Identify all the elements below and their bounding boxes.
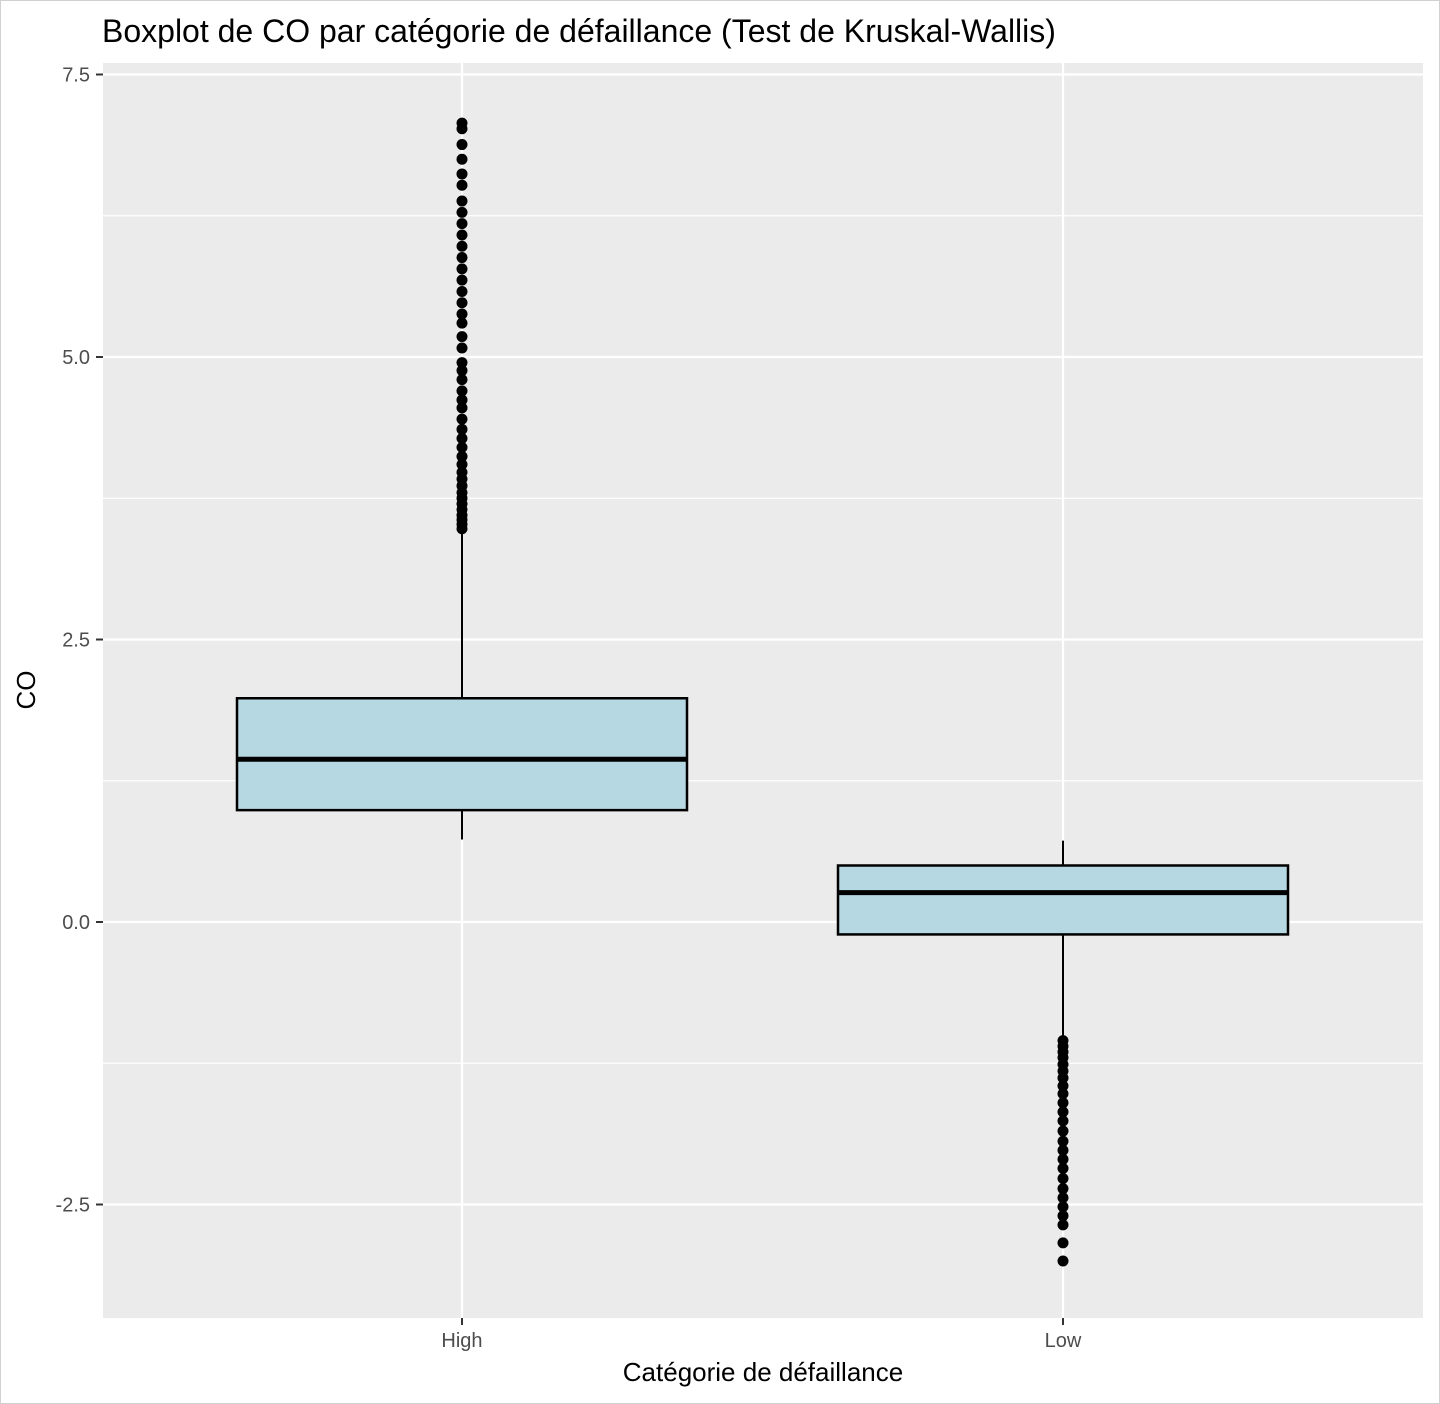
outlier-point bbox=[1057, 1255, 1069, 1267]
outlier-point bbox=[1057, 1237, 1069, 1249]
box-low bbox=[836, 840, 1290, 1267]
outlier-point bbox=[1057, 1173, 1069, 1185]
outlier-point bbox=[1057, 1106, 1069, 1118]
outlier-point bbox=[1057, 1183, 1069, 1195]
x-axis: High Low bbox=[441, 1318, 1082, 1352]
outlier-point bbox=[456, 458, 468, 470]
outlier-point bbox=[456, 423, 468, 435]
outlier-point bbox=[456, 263, 468, 275]
iqr-box bbox=[235, 697, 689, 812]
outlier-point bbox=[456, 374, 468, 386]
outlier-point bbox=[1057, 1088, 1069, 1100]
outlier-point bbox=[456, 274, 468, 286]
x-tick-label: Low bbox=[1045, 1330, 1082, 1352]
outlier-point bbox=[1057, 1115, 1069, 1127]
outlier-point bbox=[1057, 1080, 1069, 1092]
outlier-point bbox=[456, 139, 468, 151]
outlier-point bbox=[456, 297, 468, 309]
outlier-point bbox=[1057, 1072, 1069, 1084]
outlier-point bbox=[1057, 1097, 1069, 1109]
y-tick-label: 7.5 bbox=[62, 65, 90, 87]
y-axis: -2.5 0.0 2.5 5.0 7.5 bbox=[56, 65, 103, 1217]
outlier-point bbox=[456, 168, 468, 180]
outlier-point bbox=[456, 195, 468, 207]
outlier-point bbox=[456, 240, 468, 252]
outlier-point bbox=[1057, 1153, 1069, 1165]
outlier-point bbox=[456, 317, 468, 329]
outlier-point bbox=[456, 450, 468, 462]
y-tick-label: 2.5 bbox=[62, 630, 90, 652]
outlier-point bbox=[456, 153, 468, 165]
outlier-point bbox=[456, 466, 468, 478]
outlier-point bbox=[456, 218, 468, 230]
y-axis-title: CO bbox=[11, 671, 41, 710]
iqr-box bbox=[836, 864, 1290, 936]
y-tick-label: 0.0 bbox=[62, 912, 90, 934]
outlier-point bbox=[1057, 1219, 1069, 1231]
outlier-point bbox=[456, 331, 468, 343]
outlier-point bbox=[456, 413, 468, 425]
outlier-point bbox=[456, 385, 468, 397]
outlier-point bbox=[1057, 1162, 1069, 1174]
y-tick-label: -2.5 bbox=[56, 1195, 90, 1217]
y-tick-label: 5.0 bbox=[62, 347, 90, 369]
x-tick-label: High bbox=[441, 1330, 482, 1352]
outlier-point bbox=[456, 394, 468, 406]
chart-title: Boxplot de CO par catégorie de défaillan… bbox=[102, 13, 1056, 49]
outlier-point bbox=[1057, 1210, 1069, 1222]
outlier-point bbox=[456, 229, 468, 241]
outlier-point bbox=[456, 432, 468, 444]
outlier-point bbox=[456, 206, 468, 218]
outlier-point bbox=[1057, 1135, 1069, 1147]
box-high bbox=[235, 117, 689, 840]
outlier-point bbox=[1057, 1144, 1069, 1156]
outlier-point bbox=[456, 402, 468, 414]
outlier-point bbox=[456, 285, 468, 297]
outlier-point bbox=[1057, 1192, 1069, 1204]
outlier-point bbox=[456, 342, 468, 354]
outlier-point bbox=[456, 179, 468, 191]
outlier-point bbox=[1057, 1125, 1069, 1137]
plot-panel bbox=[103, 63, 1423, 1318]
outlier-point bbox=[456, 365, 468, 377]
outlier-point bbox=[456, 308, 468, 320]
outlier-point bbox=[456, 357, 468, 369]
outlier-point bbox=[456, 252, 468, 264]
x-axis-title: Catégorie de défaillance bbox=[623, 1357, 903, 1387]
outlier-point bbox=[1057, 1201, 1069, 1213]
outlier-point bbox=[456, 441, 468, 453]
boxes bbox=[235, 117, 1290, 1267]
outlier-point bbox=[456, 117, 468, 129]
